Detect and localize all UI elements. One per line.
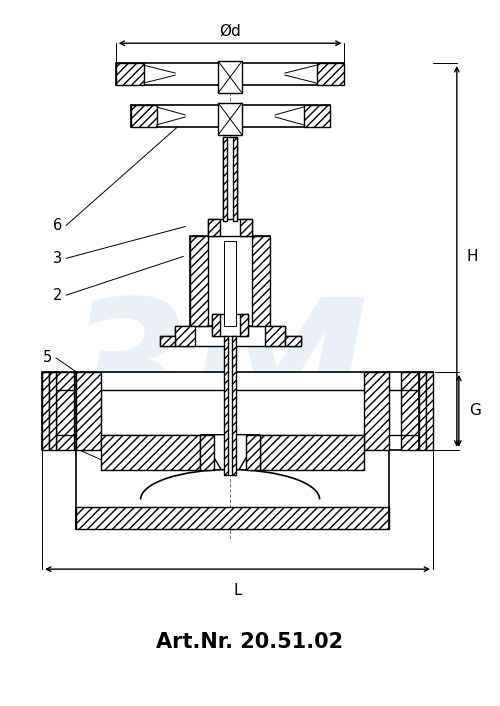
Text: 5: 5 — [43, 350, 52, 366]
Bar — [116, 63, 143, 85]
Bar — [190, 237, 208, 326]
Bar — [208, 219, 220, 237]
Bar — [190, 237, 270, 326]
Bar — [260, 435, 364, 469]
Bar — [76, 372, 389, 530]
Text: Art.Nr. 20.51.02: Art.Nr. 20.51.02 — [156, 632, 344, 652]
Polygon shape — [200, 435, 260, 469]
Bar — [389, 372, 419, 450]
Bar — [208, 219, 252, 237]
Bar — [232, 336, 236, 474]
Text: 3M: 3M — [62, 292, 368, 468]
Bar — [224, 336, 236, 474]
Bar — [316, 63, 344, 85]
Text: Ød: Ød — [219, 24, 241, 39]
Bar — [116, 63, 344, 85]
Bar — [176, 326, 285, 346]
Text: 4: 4 — [43, 384, 52, 400]
Bar — [176, 326, 196, 346]
Bar — [76, 372, 101, 450]
Bar — [285, 336, 300, 346]
Bar — [285, 336, 300, 346]
Bar — [240, 314, 248, 336]
Bar — [426, 372, 433, 450]
Bar — [223, 137, 227, 220]
Text: G: G — [469, 403, 480, 418]
Bar — [419, 372, 426, 450]
Bar — [246, 435, 260, 469]
Bar — [419, 372, 433, 450]
Bar — [42, 372, 56, 450]
Bar — [212, 314, 248, 336]
Bar — [212, 314, 220, 336]
Bar — [56, 372, 74, 450]
Bar — [49, 372, 56, 450]
Bar — [101, 435, 200, 469]
Bar — [200, 435, 214, 469]
Bar — [265, 326, 285, 346]
Text: 2: 2 — [52, 288, 62, 303]
Text: 3: 3 — [53, 251, 62, 266]
Text: 1: 1 — [43, 432, 52, 447]
Bar — [160, 336, 176, 346]
Bar — [233, 137, 237, 220]
Bar — [224, 241, 236, 326]
Bar — [130, 105, 330, 127]
Text: L: L — [234, 583, 242, 598]
Bar — [401, 372, 419, 450]
Bar — [218, 61, 242, 93]
Bar — [364, 372, 389, 450]
Bar — [240, 219, 252, 237]
Bar — [76, 508, 389, 530]
Text: 6: 6 — [53, 218, 62, 233]
Bar — [252, 237, 270, 326]
Bar — [218, 103, 242, 135]
Bar — [130, 105, 156, 127]
Bar — [160, 336, 176, 346]
Bar — [304, 105, 330, 127]
Bar — [56, 372, 76, 450]
Bar — [224, 336, 228, 474]
Bar — [223, 137, 237, 220]
Bar — [42, 372, 49, 450]
Text: H: H — [467, 249, 478, 264]
